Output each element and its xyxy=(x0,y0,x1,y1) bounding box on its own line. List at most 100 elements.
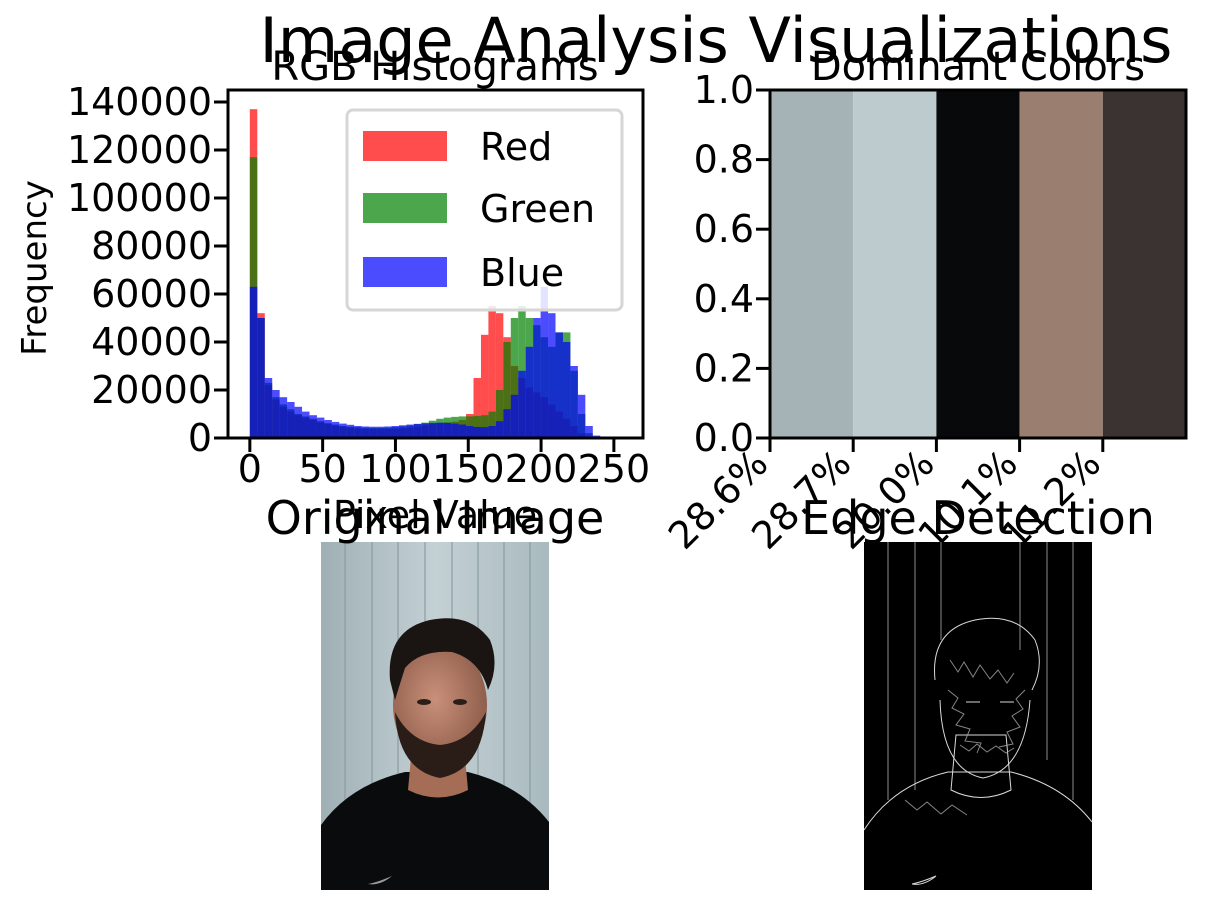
dominant-colors-title: Dominant Colors xyxy=(811,44,1145,90)
histogram-bar-blue-2 xyxy=(264,378,273,438)
histogram-bar-blue-20 xyxy=(398,425,407,438)
histogram-bar-green-32 xyxy=(488,411,496,438)
histogram-bar-blue-18 xyxy=(384,426,392,438)
histogram-panel: 0 50 100 150 200 250 020000400006000080000100… xyxy=(15,44,650,537)
dominant-color-bars xyxy=(770,90,1186,438)
histogram-y-tick-label-2: 40000 xyxy=(91,320,212,364)
original-image-title: Original Image xyxy=(266,491,605,545)
legend-label-blue: Blue xyxy=(480,251,564,295)
histogram-y-tick-label-4: 80000 xyxy=(91,224,212,268)
histogram-bar-blue-17 xyxy=(376,426,385,438)
histogram-bar-blue-0 xyxy=(249,286,258,438)
histogram-bar-blue-35 xyxy=(510,394,519,438)
edge-detection-title: Edge Detection xyxy=(801,491,1155,545)
histogram-bar-blue-38 xyxy=(533,318,541,438)
histogram-bar-red-30 xyxy=(473,378,481,438)
edge-image xyxy=(863,542,1093,890)
histogram-x-tick-label-3: 150 xyxy=(432,447,505,491)
histogram-bar-green-35 xyxy=(510,318,519,438)
histogram-bar-green-31 xyxy=(480,415,489,438)
legend-label-green: Green xyxy=(480,187,595,231)
histogram-bar-green-33 xyxy=(495,390,504,438)
histogram-y-tick-label-3: 60000 xyxy=(91,272,212,316)
edge-detection-panel: Edge Detection xyxy=(801,491,1155,890)
dominant-color-bar-1 xyxy=(853,90,937,438)
histogram-bar-blue-43 xyxy=(570,366,578,438)
histogram-y-axis-label: Frequency xyxy=(15,180,55,356)
histogram-bar-blue-19 xyxy=(391,426,399,438)
histogram-x-tick-label-1: 50 xyxy=(298,447,346,491)
histogram-bar-blue-5 xyxy=(287,402,295,438)
histogram-bar-blue-26 xyxy=(443,422,452,438)
histogram-bar-blue-42 xyxy=(562,342,571,438)
histogram-y-tick-label-1: 20000 xyxy=(91,368,212,412)
figure-title: Image Analysis Visualizations xyxy=(260,4,1173,77)
histogram-bar-blue-9 xyxy=(316,417,325,438)
histogram-y-tick-label-6: 120000 xyxy=(67,128,212,172)
dominant-y-tick-label-0: 0.0 xyxy=(694,416,754,460)
histogram-bar-blue-33 xyxy=(495,421,504,438)
dominant-y-ticks: 0.0 0.2 0.4 0.6 0.8 1.0 xyxy=(694,68,770,460)
dominant-color-bar-2 xyxy=(936,90,1020,438)
dominant-y-tick-label-2: 0.4 xyxy=(694,277,754,321)
dominant-color-bar-4 xyxy=(1102,90,1186,438)
histogram-bar-blue-3 xyxy=(272,390,280,438)
original-image-panel: Original Image xyxy=(266,491,605,890)
histogram-bar-red-31 xyxy=(480,334,489,438)
histogram-bar-green-34 xyxy=(503,342,511,438)
histogram-x-tick-label-4: 200 xyxy=(505,447,578,491)
histogram-bar-blue-4 xyxy=(279,397,288,438)
histogram-bar-blue-29 xyxy=(466,426,474,438)
histogram-bar-blue-7 xyxy=(302,411,310,438)
histogram-bar-blue-6 xyxy=(294,406,303,438)
histogram-bar-blue-8 xyxy=(309,415,317,438)
histogram-x-axis-label: Pixel Value xyxy=(333,493,537,537)
dominant-y-tick-label-1: 0.2 xyxy=(694,346,754,390)
histogram-bar-blue-45 xyxy=(585,426,593,438)
legend-swatch-green xyxy=(363,193,447,223)
histogram-bar-red-32 xyxy=(488,306,496,438)
histogram-bar-blue-36 xyxy=(518,370,526,438)
histogram-y-tick-label-0: 0 xyxy=(188,416,212,460)
histogram-axes-frame xyxy=(226,88,645,440)
histogram-bar-blue-12 xyxy=(339,423,347,438)
histogram-bar-blue-16 xyxy=(369,426,377,438)
histogram-title: RGB Histograms xyxy=(271,44,598,90)
histogram-bar-blue-1 xyxy=(257,318,265,438)
histogram-bar-blue-31 xyxy=(480,427,489,438)
dominant-colors-panel: 28.6%28.7%20.0%10.1%11.2% 0.00.20.40.60.… xyxy=(660,44,1188,558)
dominant-color-bar-3 xyxy=(1019,90,1103,438)
legend-label-red: Red xyxy=(480,125,552,169)
histogram-bar-blue-30 xyxy=(473,426,481,438)
legend-swatch-red xyxy=(363,131,447,161)
histogram-bars xyxy=(249,109,601,438)
histogram-bar-blue-13 xyxy=(346,424,355,438)
histogram-y-tick-label-7: 140000 xyxy=(67,80,212,124)
histogram-bar-blue-39 xyxy=(540,286,549,438)
dominant-color-bar-0 xyxy=(770,90,854,438)
histogram-bar-blue-14 xyxy=(354,426,362,438)
histogram-bar-blue-32 xyxy=(488,426,496,438)
histogram-bar-blue-28 xyxy=(458,424,467,438)
histogram-bar-blue-41 xyxy=(555,332,563,438)
dominant-y-tick-label-5: 1.0 xyxy=(694,68,754,112)
histogram-x-tick-label-0: 0 xyxy=(238,447,262,491)
histogram-bar-blue-27 xyxy=(451,423,459,438)
histogram-bar-blue-10 xyxy=(324,420,332,438)
histogram-bar-red-33 xyxy=(495,313,504,438)
histogram-bar-blue-37 xyxy=(525,346,534,438)
dominant-y-tick-label-3: 0.6 xyxy=(694,207,754,251)
histogram-bar-blue-15 xyxy=(361,426,370,438)
histogram-bar-blue-44 xyxy=(577,394,586,438)
legend-swatch-blue xyxy=(363,257,447,287)
histogram-bar-blue-11 xyxy=(331,421,340,438)
histogram-bar-blue-40 xyxy=(548,313,556,438)
histogram-legend: Red Green Blue xyxy=(345,108,624,312)
histogram-bar-blue-25 xyxy=(436,422,444,438)
dominant-axes-frame xyxy=(768,88,1188,440)
original-photo xyxy=(321,542,549,890)
histogram-x-ticks: 0 50 100 150 200 250 xyxy=(238,438,650,491)
histogram-x-tick-label-5: 250 xyxy=(578,447,651,491)
